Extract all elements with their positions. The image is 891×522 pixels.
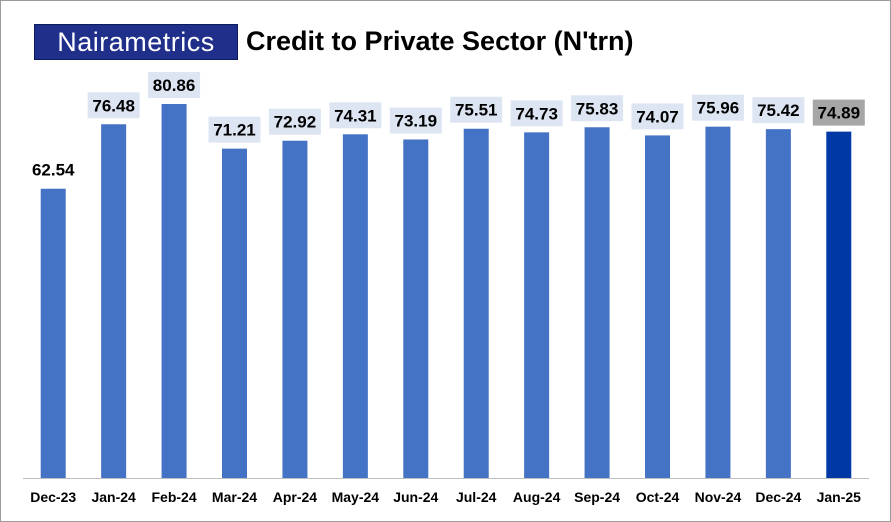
data-label-jul-24: 75.51	[455, 101, 498, 120]
data-label-mar-24: 71.21	[213, 121, 256, 140]
data-label-bg-dec-23	[27, 156, 80, 183]
x-tick-label-nov-24: Nov-24	[695, 489, 742, 505]
data-label-dec-24: 75.42	[757, 101, 800, 120]
bar-jun-24	[403, 139, 429, 478]
data-label-bg-sep-24	[571, 95, 624, 122]
x-tick-label-dec-23: Dec-23	[30, 489, 76, 505]
data-label-bg-oct-24	[631, 103, 684, 130]
data-label-may-24: 74.31	[334, 106, 377, 125]
data-label-nov-24: 75.96	[697, 99, 740, 118]
data-label-dec-23: 62.54	[32, 161, 75, 180]
data-label-apr-24: 72.92	[274, 113, 317, 132]
data-label-jan-24: 76.48	[92, 96, 135, 115]
bar-apr-24	[282, 140, 308, 478]
data-label-bg-jan-25	[812, 99, 865, 126]
bar-may-24	[342, 134, 368, 478]
data-label-aug-24: 74.73	[515, 104, 558, 123]
bar-oct-24	[645, 135, 670, 478]
x-tick-label-jun-24: Jun-24	[393, 489, 438, 505]
data-label-sep-24: 75.83	[576, 99, 619, 118]
data-label-bg-mar-24	[208, 116, 261, 143]
data-label-feb-24: 80.86	[153, 76, 196, 95]
x-tick-label-aug-24: Aug-24	[513, 489, 561, 505]
bar-feb-24	[161, 104, 187, 478]
bar-jul-24	[463, 128, 489, 478]
bar-nov-24	[705, 126, 731, 478]
data-label-bg-apr-24	[268, 108, 321, 135]
data-label-bg-feb-24	[148, 72, 201, 98]
x-tick-label-oct-24: Oct-24	[636, 489, 680, 505]
data-label-bg-dec-24	[752, 97, 805, 124]
data-label-jun-24: 73.19	[395, 111, 438, 130]
x-tick-label-jul-24: Jul-24	[456, 489, 497, 505]
bar-aug-24	[524, 132, 550, 478]
x-tick-label-may-24: May-24	[332, 489, 380, 505]
data-label-bg-may-24	[329, 102, 382, 129]
data-label-bg-jan-24	[87, 92, 140, 119]
x-tick-label-sep-24: Sep-24	[574, 489, 620, 505]
data-label-bg-jun-24	[389, 107, 442, 134]
bar-sep-24	[584, 127, 610, 479]
x-tick-label-apr-24: Apr-24	[273, 489, 318, 505]
chart-title: Credit to Private Sector (N'trn)	[246, 26, 634, 56]
x-tick-label-jan-25: Jan-25	[817, 489, 862, 505]
data-label-bg-aug-24	[510, 100, 563, 127]
bar-dec-23	[40, 188, 66, 478]
nairametrics-logo: Nairametrics	[34, 24, 238, 60]
bar-jan-25	[826, 131, 852, 478]
bar-jan-24	[101, 124, 127, 478]
data-label-oct-24: 74.07	[636, 107, 679, 126]
x-tick-label-mar-24: Mar-24	[212, 489, 257, 505]
x-tick-label-feb-24: Feb-24	[152, 489, 197, 505]
bar-mar-24	[222, 148, 247, 478]
data-label-bg-jul-24	[450, 96, 503, 123]
x-tick-label-jan-24: Jan-24	[91, 489, 136, 505]
bar-dec-24	[765, 129, 791, 479]
data-label-bg-nov-24	[691, 94, 744, 121]
data-label-jan-25: 74.89	[818, 104, 861, 123]
x-tick-label-dec-24: Dec-24	[755, 489, 801, 505]
